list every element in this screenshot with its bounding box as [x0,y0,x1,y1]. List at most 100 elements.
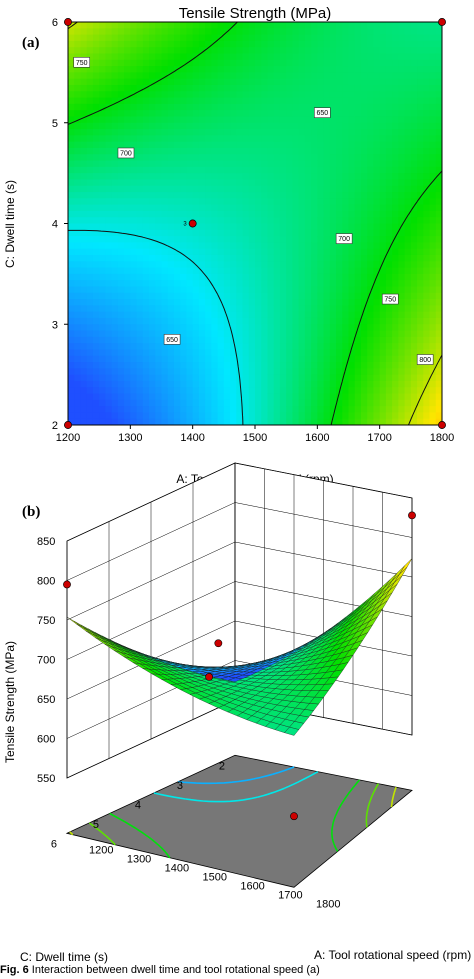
contour-field-cell [255,78,262,86]
contour-field-cell [117,380,125,388]
contour-field-cell [417,147,424,155]
contour-field-cell [99,84,106,92]
contour-field-cell [292,324,300,332]
contour-field-cell [323,393,331,401]
contour-field-cell [261,173,269,181]
contour-field-cell [68,273,75,281]
contour-field-cell [198,129,206,136]
contour-field-cell [211,330,219,338]
contour-field-cell [86,380,94,388]
contour-field-cell [261,34,269,42]
contour-field-cell [74,299,82,306]
contour-field-cell [186,22,194,29]
contour-field-cell [298,147,306,155]
contour-field-cell [360,254,368,262]
contour-field-cell [68,343,75,351]
contour-field-cell [348,217,356,225]
contour-field-cell [435,349,442,357]
contour-field-cell [360,236,368,243]
contour-field-cell [255,374,262,382]
contour-field-cell [205,97,212,105]
contour-field-cell [161,97,169,105]
contour-field-cell [198,223,206,231]
contour-field-cell [255,160,262,168]
contour-field-cell [99,53,106,61]
contour-field-cell [279,387,287,395]
contour-field-cell [136,280,144,288]
contour-field-cell [410,248,418,256]
contour-field-cell [336,141,343,149]
contour-field-cell [298,192,306,199]
contour-field-cell [423,173,431,181]
contour-field-cell [261,84,269,92]
contour-field-cell [236,273,244,281]
contour-field-cell [111,110,119,118]
contour-field-cell [186,261,194,269]
contour-field-cell [74,374,82,382]
contour-field-cell [105,349,113,357]
contour-field-cell [279,110,287,118]
surface-y-tick-label: 5 [93,819,99,831]
contour-field-cell [311,204,318,212]
contour-field-cell [410,305,418,313]
contour-field-cell [348,267,356,275]
contour-field-cell [198,305,206,313]
contour-field-cell [292,368,300,376]
contour-field-cell [342,242,350,250]
contour-field-cell [99,116,106,124]
contour-field-cell [136,135,144,143]
contour-field-cell [410,141,418,149]
contour-field-cell [248,223,256,231]
contour-field-cell [92,47,100,55]
contour-field-cell [410,229,418,237]
contour-field-cell [180,160,188,168]
contour-field-cell [130,273,138,281]
contour-field-cell [186,305,194,313]
contour-field-cell [261,349,269,357]
contour-field-cell [367,324,375,332]
contour-field-cell [192,78,200,86]
contour-field-cell [86,374,94,382]
contour-field-cell [348,286,356,294]
contour-field-cell [92,317,100,325]
contour-field-cell [192,141,200,149]
contour-field-cell [311,122,318,130]
contour-field-cell [336,229,343,237]
contour-field-cell [173,330,181,338]
contour-field-cell [273,141,281,149]
contour-field-cell [429,147,437,155]
contour-field-cell [211,97,219,105]
contour-field-cell [279,355,287,363]
contour-field-cell [155,254,163,262]
contour-field-cell [385,141,393,149]
contour-field-cell [105,135,113,143]
contour-field-cell [255,59,262,67]
contour-field-cell [273,311,281,319]
contour-field-cell [273,292,281,300]
contour-field-cell [86,129,94,136]
contour-field-cell [336,299,343,306]
contour-field-cell [105,185,113,193]
contour-field-cell [161,53,169,61]
contour-field-cell [423,154,431,162]
contour-field-cell [261,418,269,425]
surface-design-point [214,639,223,648]
contour-field-cell [367,317,375,325]
contour-field-cell [255,28,262,36]
contour-field-cell [142,185,150,193]
contour-field-cell [317,72,325,80]
contour-field-cell [92,72,100,80]
contour-field-cell [111,349,119,357]
contour-field-cell [186,122,194,130]
contour-field-cell [379,362,387,369]
contour-field-cell [398,362,406,369]
contour-field-cell [211,374,219,382]
contour-field-cell [130,160,138,168]
contour-field-cell [292,229,300,237]
contour-field-cell [298,380,306,388]
contour-field-cell [311,236,318,243]
contour-field-cell [367,368,375,376]
contour-field-cell [236,292,244,300]
contour-field-cell [117,374,125,382]
